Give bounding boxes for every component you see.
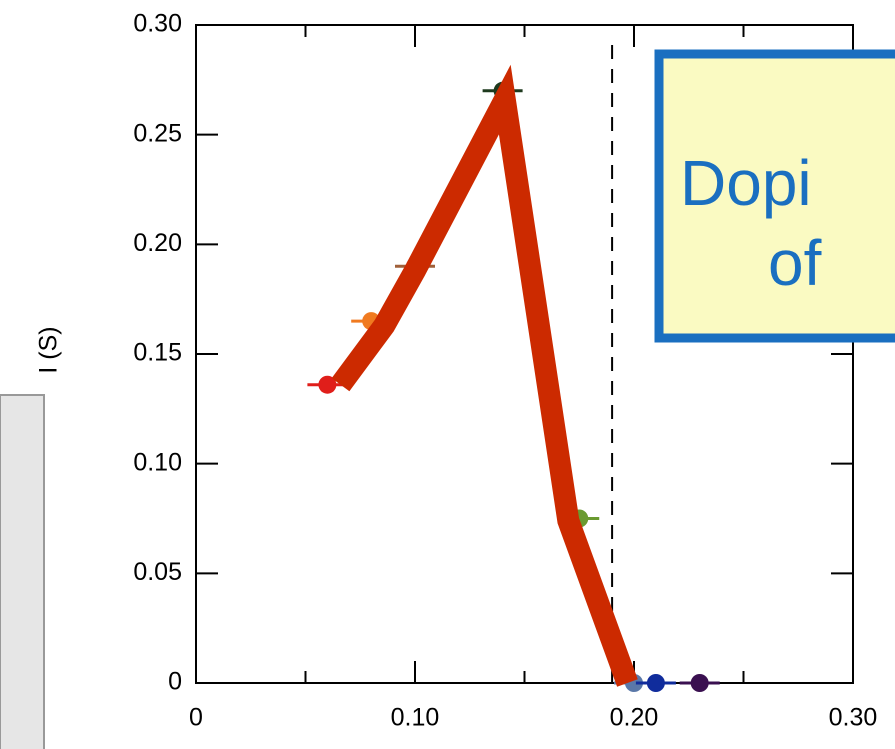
x-tick-label: 0.10	[391, 704, 440, 732]
y-tick-label: 0.10	[133, 448, 182, 476]
x-tick-label: 0	[189, 704, 203, 732]
y-tick-label: 0.05	[133, 558, 182, 586]
data-point	[646, 674, 665, 692]
annotation-text: of	[768, 227, 822, 299]
y-tick-label: 0	[168, 668, 182, 696]
data-point	[318, 375, 337, 394]
y-tick-label: 0.25	[133, 119, 182, 147]
trend-line	[331, 64, 638, 687]
annotation-box	[654, 49, 895, 343]
y-tick-label: 0.20	[133, 229, 182, 257]
y-tick-label: 0.15	[133, 339, 182, 367]
y-tick-label: 0.30	[133, 10, 182, 38]
x-tick-label: 0.30	[829, 704, 878, 732]
scan-fragment	[0, 394, 45, 749]
y-axis-label: I (S)	[35, 326, 63, 373]
annotation-text: Dopi	[680, 147, 812, 219]
data-point	[690, 674, 709, 692]
x-tick-label: 0.20	[610, 704, 659, 732]
